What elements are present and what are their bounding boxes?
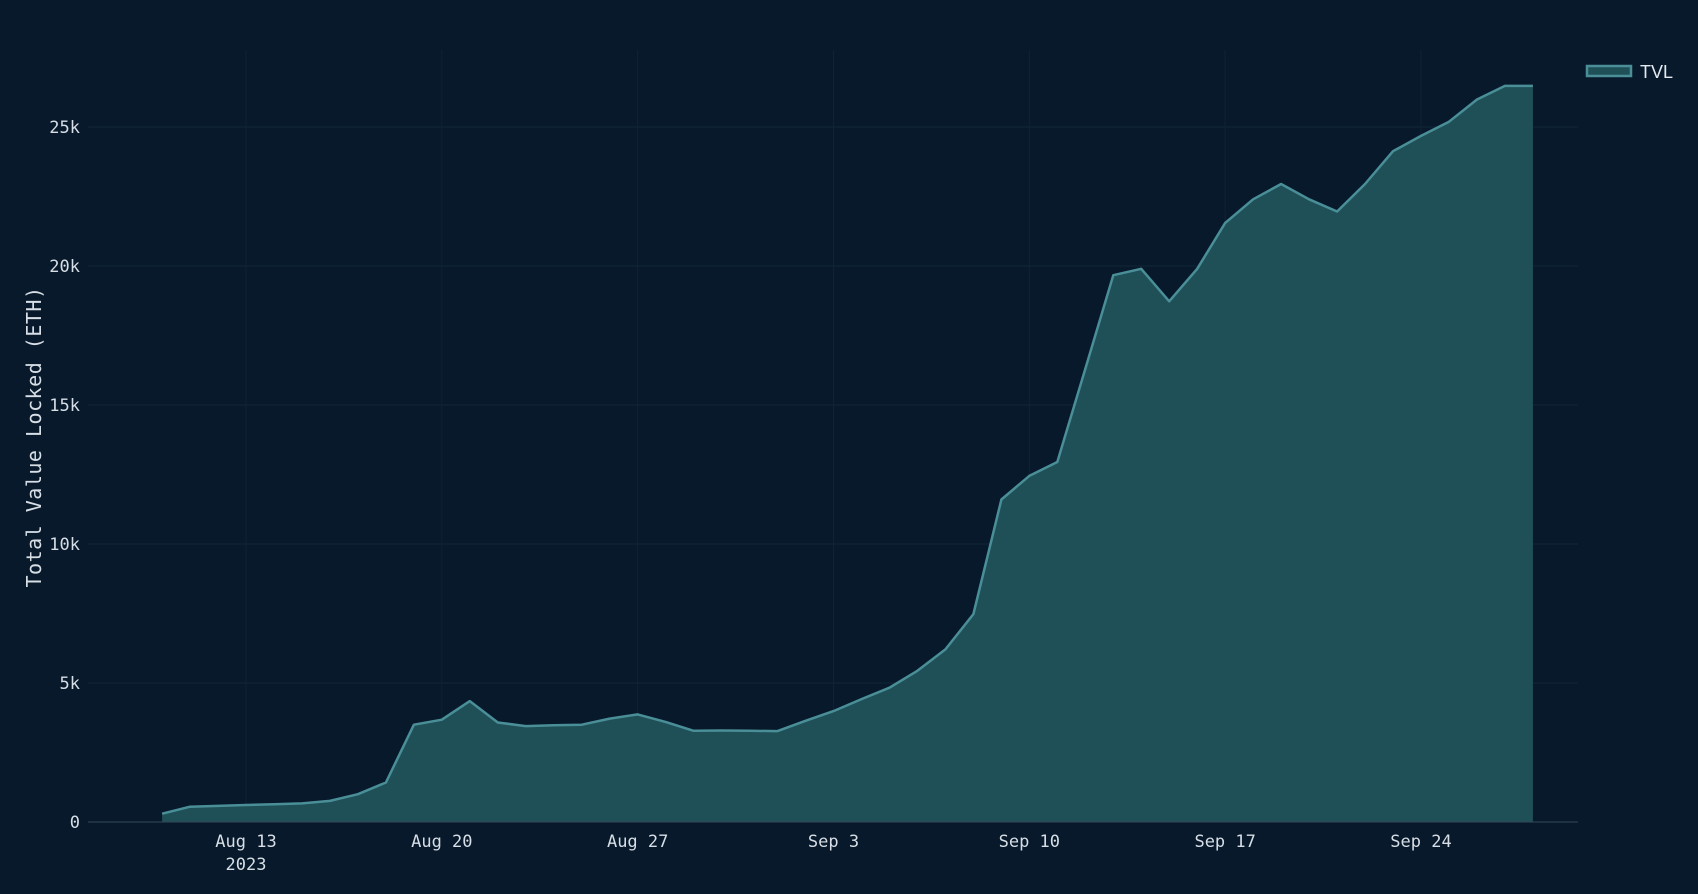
legend-swatch-tvl [1585, 64, 1633, 78]
x-tick-label: Sep 17 [1194, 832, 1255, 852]
y-axis-title: Total Value Locked (ETH) [22, 287, 46, 588]
legend[interactable]: TVL [1585, 62, 1673, 82]
y-tick-label: 25k [49, 118, 80, 138]
y-tick-label: 15k [49, 396, 80, 416]
y-tick-label: 10k [49, 535, 80, 555]
tvl-series-line [161, 84, 1533, 815]
y-tick-label: 0 [70, 813, 80, 833]
x-tick-label: Sep 3 [808, 832, 859, 852]
x-tick-label: Aug 27 [607, 832, 668, 852]
tvl-area-fill [162, 85, 1533, 822]
x-tick-label: Aug 13 [215, 832, 276, 852]
y-tick-label: 20k [49, 257, 80, 277]
x-tick-sublabel: 2023 [226, 855, 267, 875]
y-tick-label: 5k [60, 674, 80, 694]
axes: 0 5k 10k 15k 20k 25k Aug 13 2023 Aug 20 Aug 27 Sep… [49, 118, 1578, 875]
x-tick-label: Aug 20 [411, 832, 472, 852]
plot-area [161, 84, 1533, 822]
x-tick-label: Sep 10 [999, 832, 1060, 852]
x-tick-label: Sep 24 [1390, 832, 1451, 852]
legend-label-tvl: TVL [1640, 62, 1673, 82]
